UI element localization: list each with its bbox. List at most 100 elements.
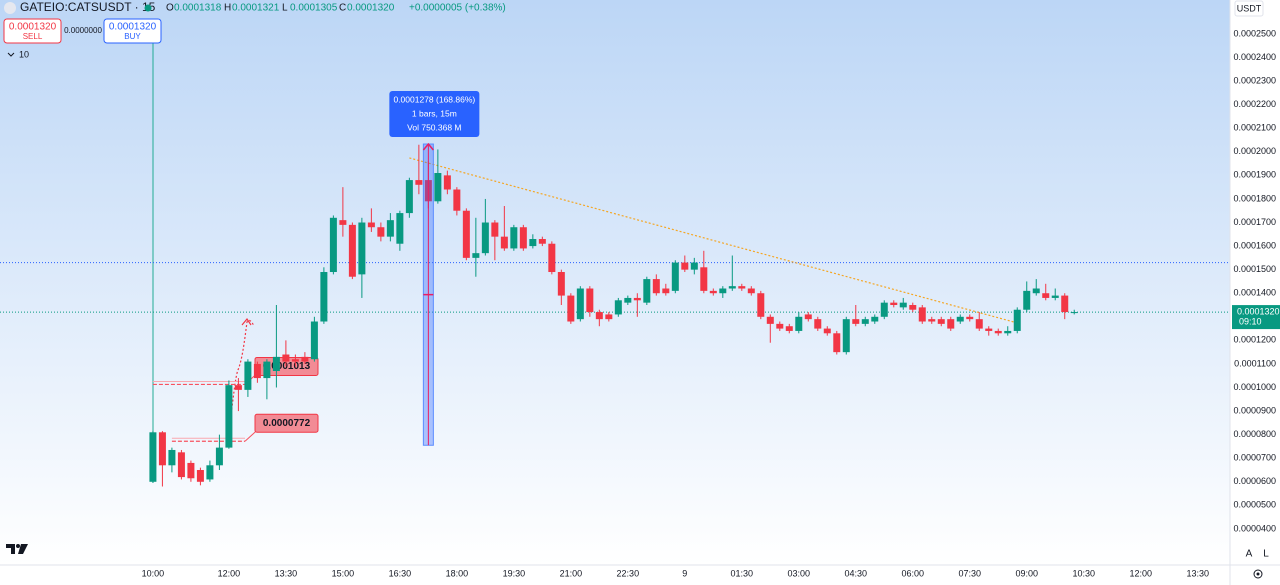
candle-body <box>510 227 518 249</box>
settings-icon-center <box>1256 572 1260 576</box>
candle-body <box>614 300 622 315</box>
logo-part <box>6 544 15 554</box>
x-tick-label: 12:00 <box>1129 568 1152 578</box>
symbol: GATEIO:CATSUSDT · 15 <box>20 0 156 14</box>
logo-part <box>16 544 20 548</box>
candle-body <box>966 316 974 320</box>
y-tick-label: 0.0000400 <box>1233 523 1276 533</box>
measure-arrow <box>422 142 434 151</box>
y-tick-label: 0.0002200 <box>1233 99 1276 109</box>
candle-body <box>1061 295 1069 313</box>
candle-body <box>1032 288 1040 294</box>
x-tick-label: 16:30 <box>389 568 412 578</box>
candle-body <box>633 297 641 301</box>
candle-body <box>358 222 366 275</box>
candle-body <box>538 239 546 244</box>
candle-body <box>795 316 803 331</box>
candle-body <box>975 319 983 329</box>
auto-button[interactable] <box>1242 546 1256 561</box>
y-tick-label: 0.0000600 <box>1233 476 1276 486</box>
candle-body <box>158 432 166 466</box>
candle-body <box>899 302 907 308</box>
candle-body <box>1023 290 1031 310</box>
price-axis <box>1230 0 1280 585</box>
candle-body <box>557 272 565 296</box>
y-tick-label: 0.0002500 <box>1233 28 1276 38</box>
collapse-icon[interactable] <box>7 52 15 57</box>
spread: 0.0000000 <box>64 26 102 35</box>
candle-body <box>272 356 280 372</box>
candle-body <box>386 220 394 237</box>
x-tick-label: 13:30 <box>275 568 298 578</box>
candle-body <box>576 288 584 320</box>
candle-body <box>909 305 917 310</box>
candle-body <box>871 316 879 322</box>
candle-body <box>928 319 936 322</box>
buy-price: 0.0001320 <box>109 22 157 33</box>
ohlc-value: 0.0001320 <box>347 3 395 14</box>
candle-body <box>947 319 955 329</box>
status-dot <box>144 4 152 12</box>
candle-body <box>890 302 898 306</box>
candle-body <box>937 319 945 324</box>
candle-body <box>396 213 404 244</box>
candle-body <box>225 385 233 448</box>
candle-body <box>1013 309 1021 331</box>
log-button[interactable] <box>1259 546 1273 561</box>
candle-body <box>823 328 831 334</box>
trend-line <box>409 157 1018 324</box>
buy-button[interactable] <box>103 18 162 44</box>
candle-body <box>234 385 242 390</box>
candle-body <box>548 243 556 273</box>
candle-body <box>956 316 964 322</box>
candle-body <box>339 220 347 225</box>
candle-body <box>244 361 252 390</box>
candle-body <box>291 359 299 362</box>
currency-box[interactable] <box>1234 0 1264 17</box>
candle-body <box>1070 312 1078 314</box>
candle-body <box>462 210 470 258</box>
x-tick-label: 21:00 <box>560 568 583 578</box>
candle-body <box>605 314 613 320</box>
buy-label: BUY <box>124 32 141 41</box>
candle-body <box>681 262 689 270</box>
ohlc-key: O <box>166 3 174 14</box>
log-label: L <box>1263 549 1269 560</box>
level-label: 0.0001013 <box>263 361 311 372</box>
candle-body <box>196 470 204 482</box>
candle-body <box>529 239 537 247</box>
currency: USDT <box>1237 3 1262 13</box>
candle-body <box>415 180 423 185</box>
x-tick-label: 10:00 <box>142 568 165 578</box>
candle-body <box>595 312 603 320</box>
x-tick-label: 10:30 <box>1072 568 1095 578</box>
settings-icon[interactable] <box>1253 569 1263 579</box>
time-axis <box>0 565 1230 585</box>
candle-body <box>405 180 413 214</box>
candle-body <box>719 288 727 294</box>
y-tick-label: 0.0000500 <box>1233 500 1276 510</box>
candle-body <box>253 363 261 379</box>
candle-body <box>852 319 860 324</box>
y-tick-label: 0.0002400 <box>1233 52 1276 62</box>
candle-body <box>700 267 708 291</box>
ohlc-key: H <box>224 3 231 14</box>
symbol-icon <box>4 2 16 14</box>
candle-body <box>880 302 888 317</box>
candle-body <box>177 452 185 478</box>
candle-body <box>747 288 755 294</box>
candle-body <box>443 175 451 190</box>
y-tick-label: 0.0002300 <box>1233 75 1276 85</box>
y-tick-label: 0.0001600 <box>1233 240 1276 250</box>
candle-body <box>766 316 774 324</box>
candle-body <box>994 330 1002 334</box>
indicator-value: 10 <box>19 49 29 59</box>
candle-body <box>757 293 765 317</box>
candle-body <box>206 465 214 480</box>
x-tick-label: 01:30 <box>731 568 754 578</box>
candle-body <box>1004 330 1012 334</box>
y-tick-label: 0.0001700 <box>1233 217 1276 227</box>
ohlc-key: L <box>282 3 288 14</box>
candle-body <box>586 288 594 313</box>
sell-button[interactable] <box>3 18 62 44</box>
